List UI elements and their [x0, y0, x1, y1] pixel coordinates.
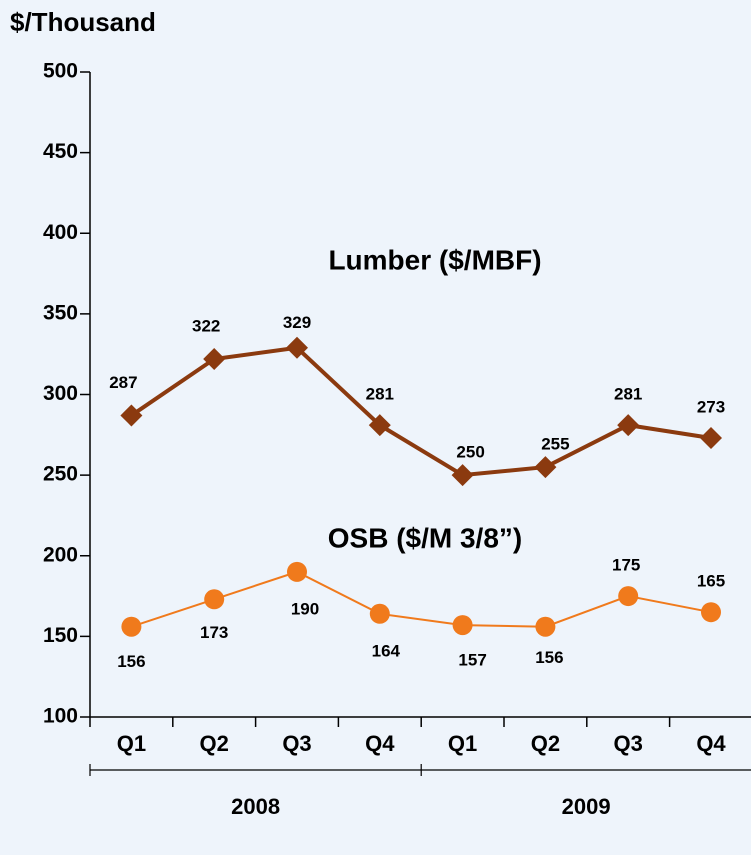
marker — [534, 456, 557, 479]
marker — [120, 404, 143, 427]
data-label: 250 — [456, 443, 484, 462]
data-label: 156 — [535, 648, 563, 667]
data-label: 173 — [200, 623, 228, 642]
series-label: Lumber ($/MBF) — [328, 244, 541, 275]
marker — [121, 616, 142, 637]
marker — [203, 348, 226, 371]
marker — [286, 336, 308, 359]
data-label: 190 — [291, 599, 319, 618]
data-label: 281 — [614, 385, 642, 404]
group-label: 2008 — [231, 794, 280, 819]
y-tick-label: 500 — [43, 60, 78, 83]
x-tick-label: Q2 — [200, 731, 229, 756]
y-tick-label: 250 — [43, 463, 78, 486]
y-tick-label: 450 — [43, 140, 78, 163]
y-tick-label: 300 — [43, 382, 78, 405]
data-label: 329 — [283, 313, 311, 332]
marker — [368, 414, 391, 437]
x-tick-label: Q2 — [531, 731, 560, 756]
marker — [451, 464, 474, 487]
y-tick-label: 200 — [43, 543, 78, 566]
series-label: OSB ($/M 3/8”) — [328, 522, 522, 553]
data-label: 164 — [372, 641, 401, 660]
x-tick-label: Q4 — [365, 731, 395, 756]
marker — [535, 616, 556, 637]
marker — [701, 602, 721, 623]
series-line — [130, 345, 712, 478]
data-label: 255 — [541, 435, 569, 454]
data-label: 322 — [192, 317, 220, 336]
series-line — [131, 570, 712, 628]
data-label: 165 — [697, 572, 725, 591]
data-label: 273 — [697, 398, 725, 417]
y-tick-label: 100 — [43, 705, 78, 728]
x-tick-label: Q4 — [696, 731, 726, 756]
y-axis-title: $/Thousand — [10, 7, 156, 37]
data-label: 287 — [109, 373, 137, 392]
group-label: 2009 — [562, 794, 611, 819]
x-tick-label: Q3 — [614, 731, 643, 756]
marker — [204, 589, 225, 610]
marker — [617, 414, 640, 437]
marker — [287, 561, 307, 582]
marker — [369, 603, 390, 624]
y-tick-label: 150 — [43, 624, 78, 647]
x-tick-label: Q1 — [448, 731, 477, 756]
marker — [618, 586, 639, 607]
x-tick-label: Q1 — [117, 731, 146, 756]
marker — [452, 615, 473, 636]
y-tick-label: 400 — [43, 221, 78, 244]
data-label: 156 — [117, 652, 145, 671]
data-label: 175 — [612, 556, 640, 575]
data-label: 157 — [458, 651, 486, 670]
data-label: 281 — [366, 385, 394, 404]
y-tick-label: 350 — [43, 301, 78, 324]
x-tick-label: Q3 — [282, 731, 311, 756]
marker — [700, 427, 722, 450]
